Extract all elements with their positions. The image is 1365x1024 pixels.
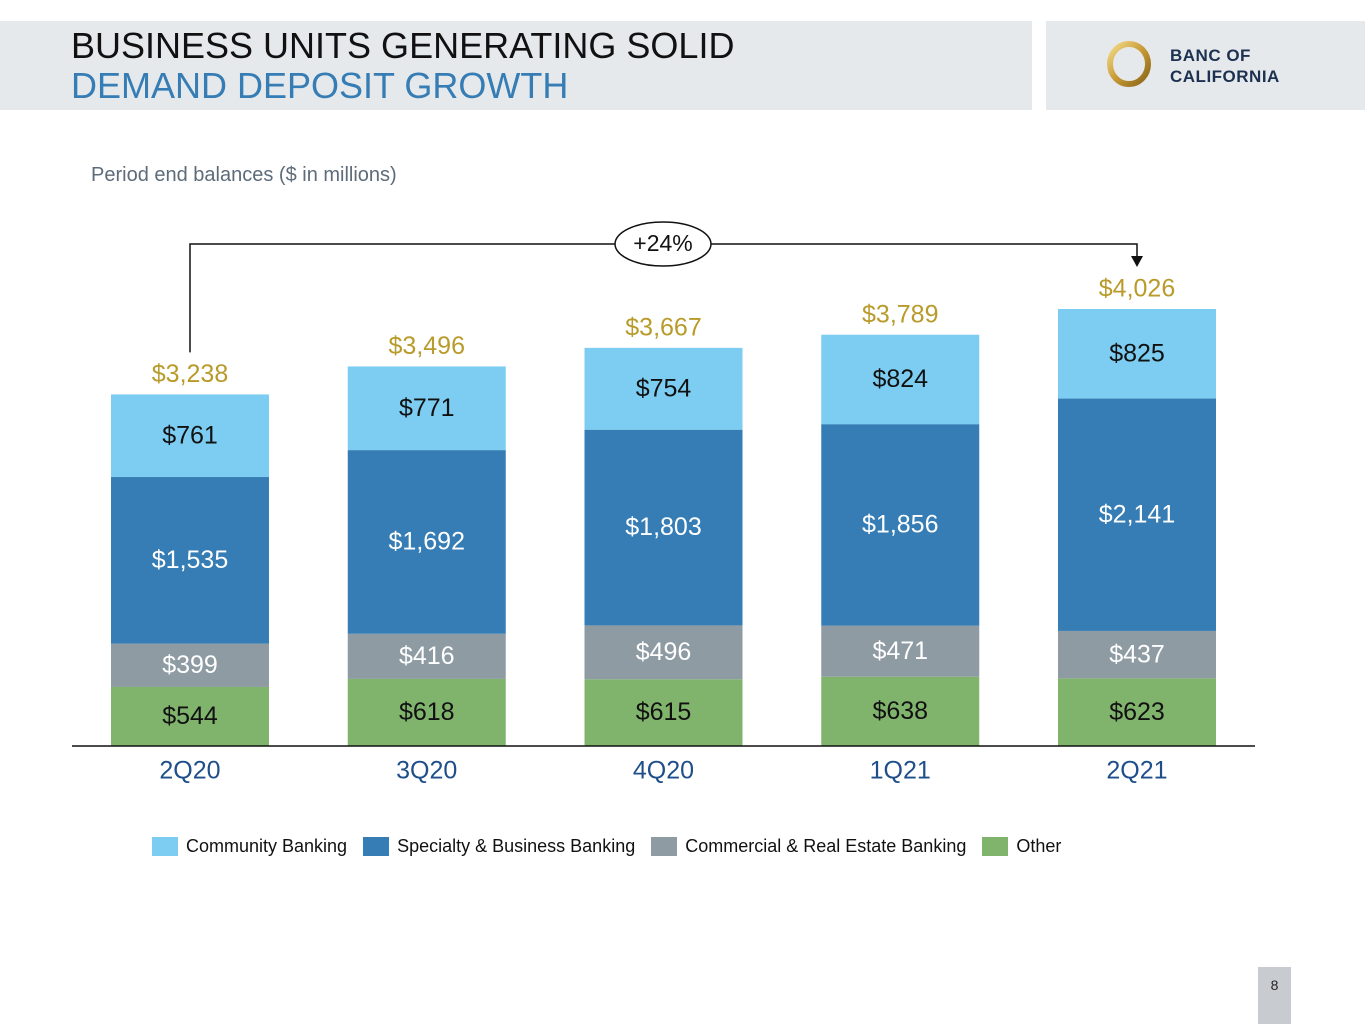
bar-community-4Q20 — [584, 347, 743, 430]
bar-community-1Q21 — [821, 334, 980, 425]
x-tick-label-3Q20: 3Q20 — [396, 757, 457, 785]
total-label-4Q20: $3,667 — [625, 313, 701, 341]
page-number: 8 — [1258, 967, 1291, 1024]
legend-item-specialty: Specialty & Business Banking — [363, 836, 635, 857]
bar-other-4Q20 — [584, 679, 743, 746]
bar-label-specialty-4Q20: $1,803 — [625, 513, 701, 541]
chart-legend: Community Banking Specialty & Business B… — [152, 835, 1077, 857]
total-label-2Q20: $3,238 — [152, 360, 228, 388]
bar-commercial-1Q21 — [821, 625, 980, 677]
bar-label-other-1Q21: $638 — [872, 697, 928, 725]
total-label-3Q20: $3,496 — [389, 332, 465, 360]
chart-subtitle: Period end balances ($ in millions) — [91, 164, 397, 186]
bar-label-commercial-2Q21: $437 — [1109, 640, 1165, 668]
bar-specialty-2Q21 — [1058, 398, 1216, 631]
legend-swatch-other — [982, 836, 1009, 856]
legend-label-other: Other — [1016, 835, 1062, 856]
legend-item-commercial: Commercial & Real Estate Banking — [651, 836, 966, 857]
legend-swatch-specialty — [363, 836, 390, 856]
bar-label-community-2Q21: $825 — [1109, 339, 1165, 367]
legend-swatch-commercial — [651, 836, 678, 856]
bar-community-3Q20 — [347, 366, 506, 451]
legend-item-community: Community Banking — [152, 836, 347, 857]
bar-commercial-4Q20 — [584, 625, 743, 680]
bar-community-2Q20 — [111, 394, 269, 478]
bar-label-commercial-3Q20: $416 — [399, 642, 455, 670]
logo-band — [1046, 21, 1365, 110]
growth-badge-label: +24% — [633, 230, 692, 256]
logo-line2: CALIFORNIA — [1170, 67, 1280, 86]
bar-label-community-2Q20: $761 — [162, 421, 218, 449]
x-tick-label-4Q20: 4Q20 — [633, 757, 694, 785]
bar-label-commercial-1Q21: $471 — [872, 637, 928, 665]
growth-arrowhead — [1131, 256, 1143, 267]
bar-other-2Q21 — [1058, 678, 1216, 746]
bar-other-1Q21 — [821, 676, 980, 746]
bar-label-other-2Q21: $623 — [1109, 698, 1165, 726]
bar-label-other-4Q20: $615 — [636, 698, 692, 726]
bar-commercial-2Q21 — [1058, 630, 1216, 679]
legend-label-community: Community Banking — [186, 835, 348, 856]
header-band — [0, 21, 1032, 110]
x-tick-label-2Q21: 2Q21 — [1106, 757, 1167, 785]
bar-commercial-2Q20 — [111, 643, 269, 687]
bar-label-other-3Q20: $618 — [399, 698, 455, 726]
bar-other-3Q20 — [347, 678, 506, 746]
bar-label-specialty-2Q21: $2,141 — [1099, 500, 1175, 528]
page-title-line2: DEMAND DEPOSIT GROWTH — [71, 65, 569, 106]
bar-specialty-2Q20 — [111, 477, 269, 644]
bar-other-2Q20 — [111, 686, 269, 746]
legend-swatch-community — [152, 836, 178, 856]
bar-label-community-3Q20: $771 — [399, 394, 455, 422]
x-tick-label-1Q21: 1Q21 — [870, 757, 931, 785]
total-label-1Q21: $3,789 — [862, 300, 938, 328]
bar-label-other-2Q20: $544 — [162, 702, 218, 730]
growth-badge — [614, 221, 712, 267]
bar-label-specialty-2Q20: $1,535 — [152, 546, 228, 574]
bank-logo-text: BANC OF CALIFORNIA — [1170, 45, 1280, 87]
legend-label-commercial: Commercial & Real Estate Banking — [685, 835, 967, 856]
bar-label-community-1Q21: $824 — [872, 365, 928, 393]
bar-commercial-3Q20 — [347, 633, 506, 679]
bar-specialty-1Q21 — [821, 424, 980, 626]
bank-logo-icon — [1107, 41, 1151, 87]
bar-label-community-4Q20: $754 — [636, 374, 692, 402]
bar-label-commercial-4Q20: $496 — [636, 638, 692, 666]
legend-item-other: Other — [982, 836, 1061, 857]
x-tick-label-2Q20: 2Q20 — [159, 757, 220, 785]
bar-label-specialty-1Q21: $1,856 — [862, 511, 938, 539]
bar-specialty-3Q20 — [347, 450, 506, 634]
stacked-bar-chart: $544 $399 $1,535 $761 $3,238 2Q20 $618 $416 $1,6… — [72, 221, 1255, 785]
bar-community-2Q21 — [1058, 309, 1216, 399]
legend-label-specialty: Specialty & Business Banking — [397, 835, 636, 856]
total-label-2Q21: $4,026 — [1099, 275, 1175, 303]
logo-line1: BANC OF — [1170, 46, 1251, 65]
page-title-line1: BUSINESS UNITS GENERATING SOLID — [71, 25, 735, 66]
bar-label-specialty-3Q20: $1,692 — [389, 528, 465, 556]
bar-specialty-4Q20 — [584, 429, 743, 626]
bar-label-commercial-2Q20: $399 — [162, 651, 218, 679]
